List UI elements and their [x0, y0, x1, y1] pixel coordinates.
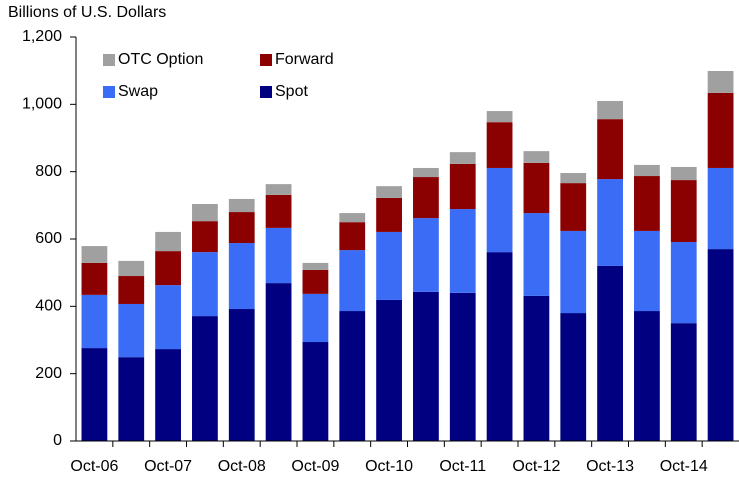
bar-segment [155, 349, 181, 441]
bar-segment [597, 119, 623, 180]
y-tick-label: 1,200 [22, 28, 62, 45]
legend-swatch [260, 86, 272, 98]
bar-segment [413, 177, 439, 219]
bar-segment [560, 313, 587, 441]
bar-segment [265, 283, 292, 441]
bar-segment [155, 285, 181, 350]
bar-segment [670, 180, 697, 243]
bar-segment [265, 184, 292, 195]
bar-segment [486, 122, 513, 168]
bar-segment [670, 242, 697, 324]
bar-segment [634, 176, 660, 231]
bar-segment [118, 260, 145, 277]
bar-segment [597, 179, 623, 266]
bar-segment [265, 227, 292, 284]
x-tick-label: Oct-08 [218, 458, 266, 475]
bar-segment [118, 276, 145, 304]
y-tick-label: 400 [35, 298, 62, 315]
bar-segment [523, 295, 550, 441]
x-tick-label: Oct-07 [144, 458, 192, 475]
bar-segment [228, 243, 255, 310]
bar-segment [81, 294, 108, 349]
bar-segment [486, 111, 513, 123]
y-tick-label: 800 [35, 163, 62, 180]
bar-segment [707, 92, 734, 168]
bar-segment [192, 252, 218, 317]
x-tick-label: Oct-09 [291, 458, 339, 475]
bar-segment [339, 250, 366, 312]
bar-segment [560, 230, 587, 314]
bar-segment [339, 213, 366, 223]
legend-label: OTC Option [118, 51, 203, 68]
bar-segment [376, 186, 402, 198]
bar-segment [265, 194, 292, 228]
x-tick-label: Oct-10 [365, 458, 413, 475]
bar-segment [339, 311, 366, 441]
x-tick-label: Oct-14 [660, 458, 708, 475]
y-axis-title: Billions of U.S. Dollars [8, 4, 166, 21]
bar-segment [413, 291, 439, 441]
legend-label: Forward [275, 51, 334, 68]
bar-segment [560, 183, 587, 231]
y-tick-label: 200 [35, 365, 62, 382]
bar-segment [155, 251, 181, 286]
bar-segment [81, 246, 108, 263]
bar-segment [634, 230, 660, 312]
y-tick-label: 600 [35, 230, 62, 247]
bar-segment [302, 342, 329, 441]
bar-segment [523, 151, 550, 163]
bar-segment [118, 303, 145, 358]
bar-segment [192, 316, 218, 441]
bar-segment [228, 212, 255, 244]
bar-segment [302, 293, 329, 343]
bar-segment [449, 292, 476, 441]
bar-segment [192, 221, 218, 253]
bar-segment [302, 269, 329, 294]
bar-segment [339, 222, 366, 251]
bar-segment [707, 249, 734, 441]
bar-segment [634, 164, 660, 177]
bar-segment [523, 213, 550, 296]
legend-swatch [103, 86, 115, 98]
bar-segment [228, 198, 255, 213]
x-tick-label: Oct-06 [70, 458, 118, 475]
y-tick-label: 1,000 [22, 96, 62, 113]
bar-segment [449, 163, 476, 210]
bar-segment [413, 167, 439, 178]
bar-segment [486, 252, 513, 441]
legend-swatch [103, 54, 115, 66]
legend-label: Swap [118, 83, 158, 100]
x-tick-label: Oct-11 [439, 458, 486, 475]
bar-segment [81, 348, 108, 441]
bar-segment [670, 166, 697, 181]
bar-segment [560, 173, 587, 184]
bar-segment [118, 357, 145, 441]
bar-segment [192, 203, 218, 222]
bar-segment [634, 311, 660, 441]
y-tick-label: 0 [53, 432, 62, 449]
x-tick-label: Oct-12 [512, 458, 560, 475]
bar-segment [228, 309, 255, 441]
bar-segment [376, 299, 402, 441]
bar-segment [81, 262, 108, 295]
legend-label: Spot [275, 83, 308, 100]
bar-segment [486, 167, 513, 253]
bar-segment [155, 231, 181, 252]
x-tick-label: Oct-13 [586, 458, 634, 475]
bar-segment [670, 323, 697, 441]
bar-segment [449, 209, 476, 293]
bar-segment [376, 231, 402, 300]
bar-segment [376, 197, 402, 232]
bar-segment [302, 262, 329, 270]
bar-segment [707, 167, 734, 250]
bar-segment [597, 100, 623, 120]
bar-segment [449, 152, 476, 164]
bar-segment [413, 218, 439, 292]
legend-swatch [260, 54, 272, 66]
bar-segment [707, 71, 734, 93]
bar-segment [523, 162, 550, 214]
bar-segment [597, 265, 623, 441]
